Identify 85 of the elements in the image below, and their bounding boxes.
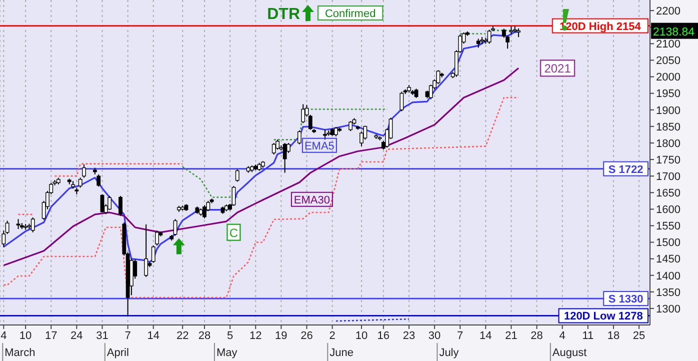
ref-line-label: 120D Low 1278 bbox=[564, 310, 643, 323]
y-tick-label: 1450 bbox=[656, 254, 680, 266]
candlestick bbox=[151, 245, 156, 264]
candlestick bbox=[30, 216, 35, 233]
x-tick-label: 28 bbox=[530, 330, 543, 342]
candlestick bbox=[82, 164, 86, 178]
candlestick bbox=[297, 130, 302, 145]
text: May bbox=[216, 347, 238, 359]
candlestick bbox=[16, 218, 20, 230]
y-tick-label: 1350 bbox=[656, 286, 680, 299]
y-tick-label: 2050 bbox=[656, 55, 680, 68]
text: March bbox=[4, 347, 36, 359]
candlestick bbox=[323, 129, 327, 140]
x-tick-label: 26 bbox=[300, 330, 313, 342]
x-tick-label: 4 bbox=[0, 330, 7, 342]
x-tick-label: 30 bbox=[428, 330, 441, 342]
x-tick-label: 23 bbox=[402, 330, 416, 342]
text: July bbox=[439, 347, 460, 359]
candlestick bbox=[301, 104, 306, 124]
candlestick bbox=[414, 88, 418, 98]
candlestick bbox=[118, 195, 122, 216]
text: Confirmed bbox=[324, 8, 376, 20]
x-tick-label: 19 bbox=[275, 330, 288, 342]
x-tick-label: 31 bbox=[96, 330, 108, 342]
y-tick-label: 1500 bbox=[656, 237, 680, 250]
y-tick-label: 1750 bbox=[656, 154, 680, 166]
series-label: EMA30 bbox=[294, 194, 330, 206]
y-tick-label: 1400 bbox=[656, 270, 680, 282]
candlestick bbox=[334, 126, 338, 137]
x-tick-label: 7 bbox=[457, 330, 464, 342]
x-tick-label: 18 bbox=[607, 330, 620, 342]
candlestick bbox=[487, 29, 492, 44]
candlestick bbox=[108, 195, 112, 210]
annotation: C bbox=[229, 226, 238, 240]
x-tick-label: 10 bbox=[19, 330, 32, 342]
candlestick bbox=[155, 230, 159, 246]
x-tick-label: 17 bbox=[45, 330, 58, 342]
y-tick-label: 2200 bbox=[656, 5, 680, 18]
series-label: EMA5 bbox=[304, 140, 334, 152]
candlestick bbox=[276, 139, 280, 150]
candlestick bbox=[235, 168, 240, 182]
chart-title: DTR bbox=[267, 6, 300, 23]
x-tick-label: 25 bbox=[632, 330, 646, 342]
text: April bbox=[106, 347, 129, 359]
candlestick bbox=[348, 120, 353, 132]
ref-line-label: S 1722 bbox=[608, 164, 644, 176]
y-tick-label: 1700 bbox=[656, 170, 680, 183]
y-tick-label: 1900 bbox=[656, 104, 680, 117]
x-tick-label: 21 bbox=[505, 330, 518, 342]
x-tick-label: 7 bbox=[124, 330, 131, 342]
annotation: 2021 bbox=[544, 62, 572, 76]
x-tick-label: 22 bbox=[176, 330, 189, 342]
candlestick bbox=[78, 177, 82, 188]
y-tick-label: 1850 bbox=[656, 121, 680, 134]
y-tick-label: 1300 bbox=[656, 303, 680, 316]
text: 2138.84 bbox=[653, 26, 696, 38]
x-tick-label: 4 bbox=[559, 330, 566, 342]
candlestick bbox=[272, 142, 276, 156]
x-tick-label: 24 bbox=[70, 330, 83, 342]
y-tick-label: 2000 bbox=[656, 72, 680, 84]
x-tick-label: 2 bbox=[329, 330, 336, 342]
x-tick-label: 16 bbox=[377, 330, 390, 342]
y-tick-label: 1600 bbox=[656, 204, 680, 216]
text: August bbox=[552, 347, 587, 359]
x-tick-label: 5 bbox=[226, 330, 234, 342]
x-tick-label: 14 bbox=[147, 330, 160, 342]
line-series bbox=[2, 67, 520, 266]
text: June bbox=[330, 347, 354, 359]
x-tick-label: 14 bbox=[480, 330, 492, 342]
y-tick-label: 1950 bbox=[656, 88, 680, 100]
x-tick-label: 28 bbox=[198, 330, 211, 342]
y-tick-label: 1800 bbox=[656, 138, 680, 150]
x-tick-label: 11 bbox=[582, 330, 594, 342]
ref-line-label: S 1330 bbox=[608, 294, 644, 306]
candlestick bbox=[400, 91, 404, 112]
y-tick-label: 1650 bbox=[656, 188, 680, 200]
candlestick bbox=[202, 204, 206, 219]
line-series bbox=[3, 96, 520, 298]
candlestick bbox=[282, 142, 287, 174]
candlestick bbox=[144, 224, 148, 278]
x-tick-label: 12 bbox=[249, 330, 262, 342]
y-tick-label: 2100 bbox=[656, 38, 680, 51]
candlestick bbox=[96, 174, 101, 188]
x-tick-label: 10 bbox=[355, 330, 368, 342]
y-tick-label: 1550 bbox=[656, 220, 680, 233]
